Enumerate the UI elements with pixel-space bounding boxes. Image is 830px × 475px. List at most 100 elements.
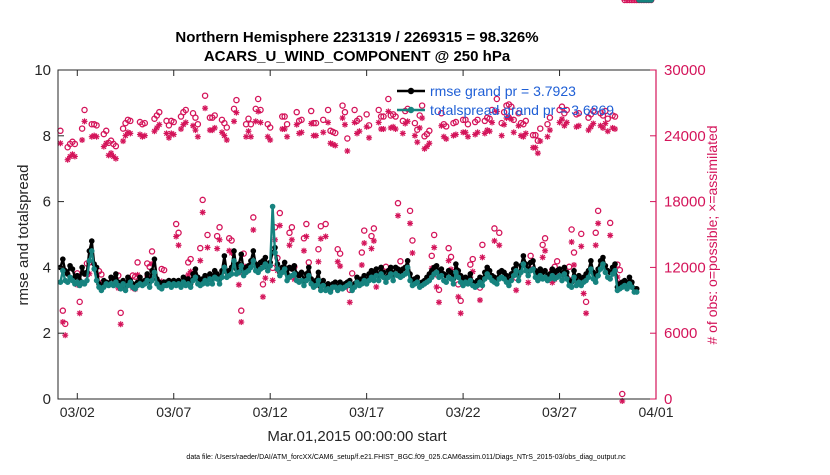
obs-assimilated-marker bbox=[170, 131, 177, 138]
obs-assimilated-marker bbox=[117, 321, 124, 328]
obs-assimilated-marker bbox=[259, 293, 266, 300]
obs-possible-marker bbox=[578, 230, 585, 238]
obs-possible-marker bbox=[464, 120, 472, 128]
obs-possible-marker bbox=[575, 110, 583, 117]
obs-assimilated-marker bbox=[481, 130, 488, 137]
obs-assimilated-marker bbox=[199, 209, 206, 216]
totalspread-point bbox=[151, 269, 158, 276]
obs-possible-marker bbox=[445, 244, 452, 252]
totalspread-point bbox=[301, 282, 307, 289]
totalspread-point bbox=[561, 271, 568, 277]
obs-possible-marker bbox=[259, 281, 267, 288]
obs-assimilated-marker bbox=[496, 242, 503, 249]
rmse-point bbox=[561, 264, 568, 271]
totalspread-point bbox=[571, 274, 577, 281]
obs-possible-marker bbox=[604, 115, 612, 122]
totalspread-point bbox=[380, 274, 387, 281]
obs-assimilated-marker bbox=[525, 279, 532, 286]
obs-possible-marker bbox=[493, 95, 501, 103]
totalspread-point bbox=[390, 277, 396, 284]
obs-possible-marker bbox=[527, 252, 534, 260]
obs-assimilated-marker bbox=[571, 262, 578, 269]
obs-assimilated-marker bbox=[344, 147, 351, 154]
totalspread-point bbox=[274, 266, 281, 272]
obs-possible-marker bbox=[397, 258, 404, 265]
obs-possible-marker bbox=[546, 114, 554, 121]
obs-assimilated-marker bbox=[575, 122, 582, 129]
totalspread-point bbox=[272, 249, 278, 256]
rmse-point bbox=[192, 266, 199, 272]
totalspread-point bbox=[563, 276, 570, 282]
obs-assimilated-marker bbox=[315, 258, 322, 265]
chart-title-line2: ACARS_U_WIND_COMPONENT @ 250 hPa bbox=[204, 48, 511, 65]
obs-assimilated-marker bbox=[394, 212, 401, 219]
obs-assimilated-marker bbox=[252, 118, 259, 125]
totalspread-point bbox=[453, 269, 459, 276]
obs-assimilated-marker bbox=[76, 310, 83, 317]
obs-possible-marker bbox=[418, 102, 426, 109]
x-tick-label: 03/12 bbox=[253, 404, 288, 420]
obs-possible-marker bbox=[568, 226, 575, 233]
totalspread-point bbox=[371, 277, 377, 284]
rmse-point bbox=[79, 264, 85, 271]
totalspread-point bbox=[281, 266, 288, 272]
obs-possible-marker bbox=[479, 241, 486, 249]
obs-possible-marker bbox=[594, 207, 602, 215]
totalspread-point bbox=[602, 269, 609, 276]
obs-assimilated-marker bbox=[368, 245, 375, 252]
obs-assimilated-marker bbox=[182, 119, 189, 126]
obs-assimilated-marker bbox=[112, 155, 119, 162]
obs-possible-marker bbox=[515, 110, 522, 117]
obs-assimilated-marker bbox=[211, 124, 218, 131]
obs-assimilated-marker bbox=[419, 115, 426, 122]
obs-assimilated-marker bbox=[223, 136, 230, 143]
totalspread-point bbox=[530, 266, 536, 272]
obs-possible-marker bbox=[286, 229, 293, 237]
totalspread-point bbox=[455, 274, 462, 281]
totalspread-point bbox=[216, 281, 223, 287]
totalspread-point bbox=[479, 282, 486, 289]
obs-possible-marker bbox=[375, 106, 382, 114]
obs-possible-marker bbox=[426, 127, 433, 135]
obs-possible-marker bbox=[486, 115, 493, 122]
obs-possible-marker bbox=[305, 259, 313, 266]
totalspread-point bbox=[117, 285, 124, 292]
obs-assimilated-marker bbox=[127, 130, 134, 137]
obs-possible-marker bbox=[102, 127, 110, 135]
obs-possible-marker bbox=[392, 113, 399, 120]
rmse-point bbox=[387, 264, 394, 271]
obs-assimilated-marker bbox=[120, 138, 127, 145]
totalspread-point bbox=[508, 277, 515, 284]
totalspread-point bbox=[318, 287, 324, 294]
totalspread-point bbox=[588, 266, 594, 272]
obs-assimilated-marker bbox=[71, 153, 78, 160]
obs-assimilated-marker bbox=[334, 258, 341, 265]
obs-possible-marker bbox=[553, 258, 561, 265]
totalspread-point bbox=[535, 277, 541, 284]
obs-possible-marker bbox=[319, 116, 327, 124]
obs-assimilated-marker bbox=[409, 249, 416, 256]
obs-possible-marker bbox=[315, 245, 322, 253]
obs-assimilated-marker bbox=[443, 135, 450, 142]
totalspread-point bbox=[214, 276, 220, 282]
totalspread-point bbox=[60, 267, 66, 274]
rmse-point bbox=[315, 269, 322, 276]
totalspread-point bbox=[146, 284, 153, 290]
obs-assimilated-marker bbox=[192, 127, 199, 134]
obs-possible-marker bbox=[522, 117, 530, 125]
rmse-point bbox=[626, 274, 633, 281]
obs-assimilated-marker bbox=[423, 143, 430, 150]
obs-possible-marker bbox=[459, 116, 467, 124]
obs-assimilated-marker bbox=[407, 220, 414, 227]
obs-assimilated-marker bbox=[108, 150, 115, 157]
obs-assimilated-marker bbox=[380, 126, 387, 133]
obs-assimilated-marker bbox=[578, 243, 585, 250]
obs-possible-marker bbox=[469, 255, 476, 263]
rmse-point bbox=[202, 272, 208, 279]
obs-possible-marker bbox=[430, 231, 438, 239]
rmse-point bbox=[69, 266, 76, 272]
obs-possible-marker bbox=[160, 266, 168, 274]
obs-possible-marker bbox=[370, 225, 378, 232]
obs-possible-marker bbox=[411, 119, 419, 127]
totalspread-point bbox=[305, 272, 312, 279]
